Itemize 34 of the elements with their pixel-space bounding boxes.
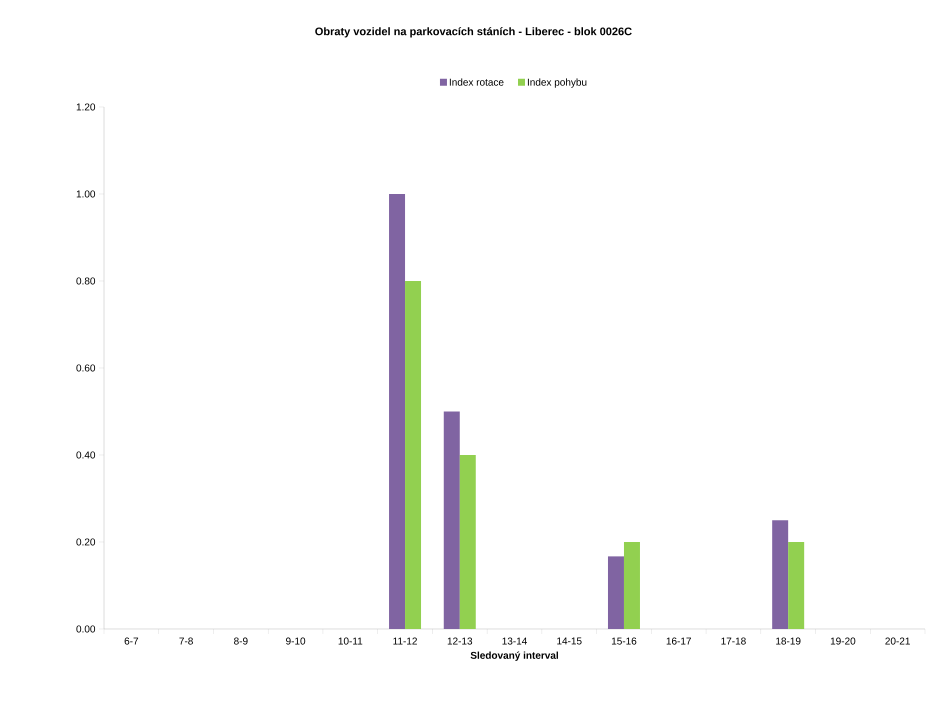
y-tick-label: 1.20 [76, 103, 96, 111]
x-tick-label: 17-18 [721, 638, 746, 645]
bar [772, 520, 788, 629]
y-tick-label: 0.80 [76, 277, 96, 285]
y-tick-label: 0.00 [76, 625, 96, 633]
x-tick-label: 15-16 [612, 638, 636, 645]
bar [788, 542, 804, 629]
x-tick-label: 10-11 [338, 638, 362, 645]
x-tick-label: 12-13 [448, 638, 472, 645]
bar [405, 280, 422, 629]
x-tick-label: 19-20 [830, 638, 856, 645]
x-axis-title: Sledovaný interval [470, 651, 558, 661]
x-tick-label: 20-21 [885, 638, 910, 645]
y-tick-label: 0.20 [76, 538, 96, 546]
x-tick-label: 8-9 [234, 638, 248, 645]
x-tick-label: 7-8 [179, 638, 193, 645]
y-tick-label: 0.60 [76, 364, 96, 372]
x-tick-label: 9-10 [286, 638, 306, 645]
bar [444, 411, 460, 629]
legend-label: Index rotace [450, 78, 504, 86]
bar [389, 194, 406, 629]
bar [460, 454, 476, 629]
legend-label: Index pohybu [528, 78, 586, 88]
chart-title: Obraty vozidel na parkovacích stáních - Liberec - blok 0026C [315, 27, 632, 38]
x-tick-label: 13-14 [502, 638, 527, 645]
bar [608, 556, 624, 629]
y-tick-label: 0.40 [76, 451, 96, 459]
x-tick-label: 18-19 [776, 638, 800, 645]
x-tick-label: 6-7 [124, 638, 138, 645]
bar [624, 542, 640, 629]
x-tick-label: 11-12 [393, 638, 417, 644]
x-tick-label: 14-15 [557, 638, 582, 644]
y-tick-label: 1.00 [76, 190, 96, 198]
x-tick-label: 16-17 [666, 638, 691, 645]
